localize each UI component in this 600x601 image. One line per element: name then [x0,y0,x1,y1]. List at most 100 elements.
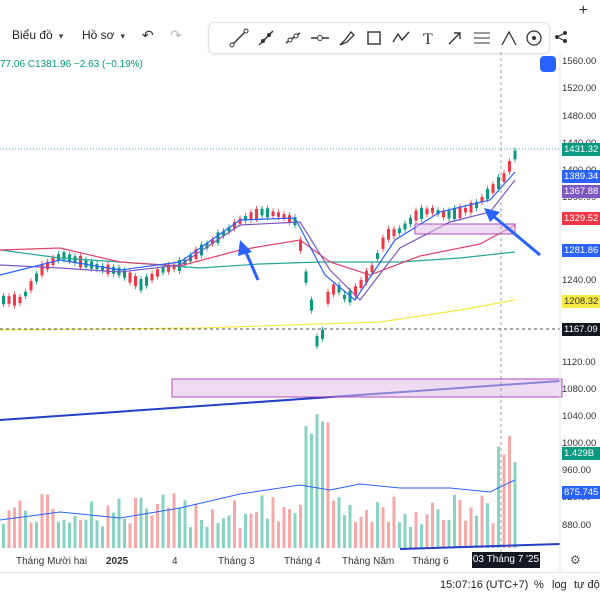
ma-purple-line [0,179,516,301]
volume-bar [13,507,16,548]
price-tag: 1367.88 [562,185,600,198]
volume-bar [288,509,291,548]
volume-bar [414,512,418,548]
volume-bar [156,503,159,548]
brush-icon[interactable] [337,28,357,48]
candle-body [211,239,214,244]
chart-menu[interactable]: Biểu đồ ▾ [12,28,63,42]
candle-body [161,266,165,273]
volume-bar [464,520,467,548]
extended-line-icon[interactable] [283,28,303,48]
fib-retracement-icon[interactable] [472,28,492,48]
time-label-2025: 2025 [106,556,129,567]
support-zone [171,378,563,398]
chevron-down-icon: ▾ [58,31,64,41]
settings-gear-icon[interactable]: ⚙ [570,553,581,567]
volume-bar [106,505,110,548]
candle-body [359,279,363,289]
candle-body [480,196,484,203]
candle-body [18,296,22,304]
volume-bar [238,527,242,548]
volume-bar [365,509,368,548]
redo-icon[interactable]: ↷ [170,27,182,43]
price-tag: 1389.34 [562,170,600,183]
profile-menu[interactable]: Hồ sơ ▾ [82,28,125,42]
path-icon[interactable] [391,28,411,48]
price-chart[interactable] [0,52,600,572]
volume-bar [227,515,231,548]
volume-bar [277,521,280,548]
share-icon[interactable] [554,30,568,44]
candle-body [271,211,275,217]
volume-bar [123,518,126,548]
log-toggle[interactable]: log [552,579,567,591]
auto-toggle[interactable]: tự độ [574,579,600,591]
ohlc-legend: 77.06 C1381.96 −2.63 (−0.19%) [0,59,143,70]
arrow-icon[interactable] [445,28,465,48]
price-tag: 1167.09 [562,323,600,336]
candle-body [244,216,247,221]
text-icon[interactable]: T [418,28,438,48]
horizontal-line-icon[interactable] [310,28,330,48]
bottom-status-bar: 15:07:16 (UTC+7) % log tự độ [0,572,600,601]
candle-body [502,173,506,182]
candle-body [447,210,451,219]
volume-bar [266,518,269,548]
candle-body [475,201,478,209]
candle-body [205,243,209,249]
volume-bar [194,503,198,548]
candle-body [497,177,500,189]
candle-body [420,207,423,219]
pitchfork-icon[interactable] [499,28,519,48]
volume-bar [370,521,374,548]
volume-bar [35,521,38,548]
candle-body [310,299,313,311]
candle-body [112,267,115,274]
candle-body [13,294,16,306]
target-icon[interactable] [524,28,544,48]
price-tag: 1329.52 [562,212,600,225]
top-bar: + [0,0,600,26]
volume-bar [90,501,93,548]
profile-menu-label: Hồ sơ [82,28,115,42]
clock-label[interactable]: 15:07:16 (UTC+7) [440,579,529,591]
candle-body [469,202,473,213]
candle-body [486,188,489,200]
candle-body [425,208,429,215]
candle-body [266,208,269,218]
add-icon[interactable]: + [578,2,588,19]
percent-toggle[interactable]: % [534,579,544,591]
rectangle-icon[interactable] [364,28,384,48]
volume-bar [442,519,445,548]
volume-bar [475,515,478,548]
volume-bar [343,515,346,548]
volume-bar [299,504,302,548]
volume-bar [95,520,99,548]
volume-bar [57,522,60,548]
price-tick-label: 960.00 [562,465,592,476]
ray-icon[interactable] [256,28,276,48]
candle-body [84,259,88,268]
volume-bar [480,495,484,548]
candle-body [277,212,280,217]
arrow-annotation-left [238,240,260,281]
trend-line-icon[interactable] [229,28,249,48]
volume-bar [409,527,412,548]
candle-body [2,295,5,305]
volume-bar [271,497,275,548]
volume-bar [117,498,121,548]
candle-body [337,284,341,293]
candle-body [260,208,264,216]
ma-teal-line [0,249,516,269]
volume-bar [167,507,170,548]
volume-bar [161,494,165,548]
undo-icon[interactable]: ↶ [142,27,154,43]
candle-body [326,291,330,304]
reset-scale-button[interactable] [540,56,556,72]
volume-bar [24,510,27,548]
candle-body [123,270,126,278]
volume-bar [84,519,88,548]
volume-bar [310,433,313,548]
volume-bar [62,519,66,548]
chart-menu-label: Biểu đồ [12,28,53,42]
